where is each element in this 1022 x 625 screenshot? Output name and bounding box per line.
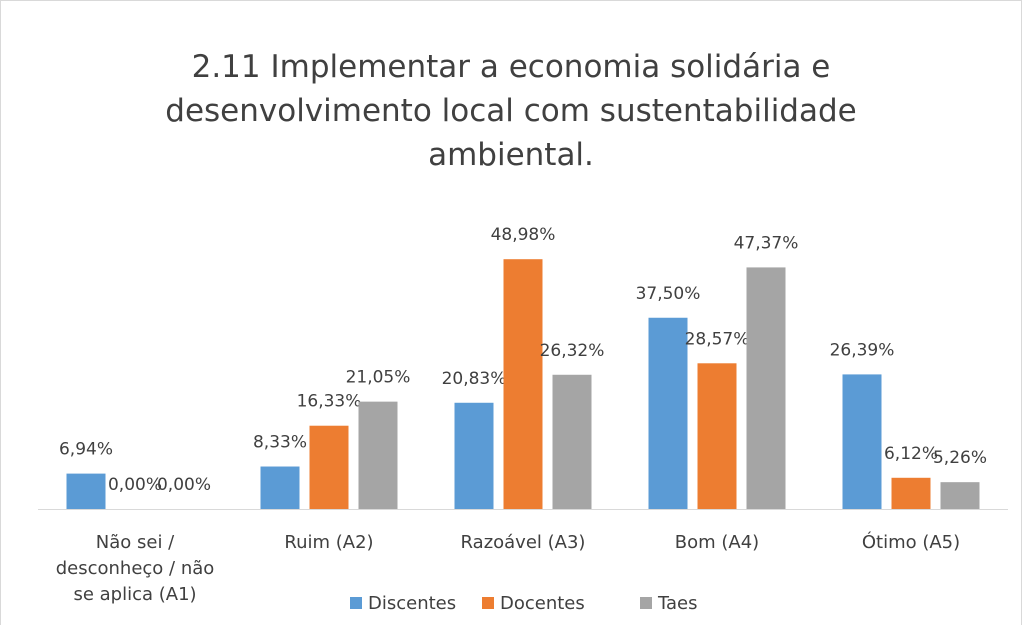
bar xyxy=(891,477,931,509)
value-label: 16,33% xyxy=(297,392,362,412)
value-label: 6,12% xyxy=(884,444,938,464)
x-tick-label: Ótimo (A5) xyxy=(861,532,961,553)
bar xyxy=(746,267,786,509)
legend-swatch xyxy=(482,597,494,609)
bar xyxy=(260,466,300,509)
legend-label: Discentes xyxy=(368,593,456,614)
value-label: 47,37% xyxy=(734,233,799,253)
legend-swatch xyxy=(640,597,652,609)
bar xyxy=(503,259,543,509)
value-label: 26,39% xyxy=(830,340,895,360)
value-label: 48,98% xyxy=(491,225,556,245)
x-tick-label: Razoável (A3) xyxy=(460,532,586,553)
chart-title: 2.11 Implementar a economia solidária e … xyxy=(165,49,857,173)
bar xyxy=(697,363,737,509)
bar xyxy=(358,401,398,509)
value-label: 0,00% xyxy=(108,475,162,495)
bar xyxy=(309,425,349,509)
value-label: 28,57% xyxy=(685,329,750,349)
value-label: 37,50% xyxy=(636,284,701,304)
legend-label: Taes xyxy=(657,593,698,614)
x-tick-label: Ruim (A2) xyxy=(284,532,374,553)
value-label: 20,83% xyxy=(442,369,507,389)
bar xyxy=(842,374,882,509)
bar xyxy=(454,402,494,509)
value-label: 26,32% xyxy=(540,341,605,361)
legend-label: Docentes xyxy=(500,593,585,614)
bar xyxy=(66,473,106,509)
value-label: 0,00% xyxy=(157,475,211,495)
value-label: 6,94% xyxy=(59,440,113,460)
value-label: 21,05% xyxy=(346,368,411,388)
value-label: 8,33% xyxy=(253,433,307,453)
bar xyxy=(940,482,980,509)
value-label: 5,26% xyxy=(933,448,987,468)
x-tick-label: Bom (A4) xyxy=(674,532,760,553)
bar xyxy=(648,317,688,509)
x-tick-label: Não sei / desconheço / não se aplica (A1… xyxy=(55,532,215,605)
bar xyxy=(552,374,592,509)
legend-swatch xyxy=(350,597,362,609)
